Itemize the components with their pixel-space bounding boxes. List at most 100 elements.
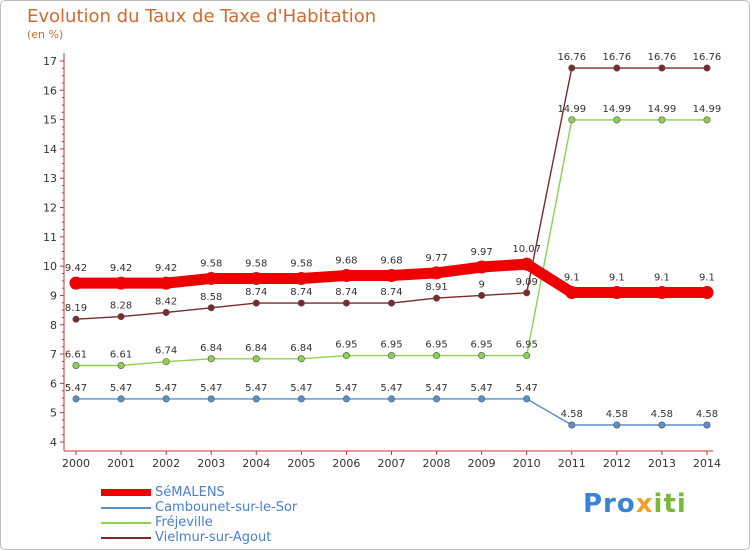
- data-point: [520, 257, 534, 271]
- data-point: [162, 358, 170, 366]
- data-point: [72, 395, 80, 403]
- x-tick-label: 2012: [603, 457, 631, 470]
- x-tick-label: 2010: [513, 457, 541, 470]
- data-label: 8.74: [290, 287, 312, 298]
- data-point: [433, 395, 441, 403]
- data-label: 16.76: [693, 52, 722, 63]
- legend-label-vielmur: Vielmur-sur-Agout: [155, 530, 272, 545]
- data-point: [387, 352, 395, 360]
- data-label: 5.47: [425, 383, 447, 394]
- data-label: 6.95: [516, 340, 538, 351]
- data-point: [252, 299, 260, 307]
- y-tick-label: 5: [50, 407, 57, 420]
- data-point: [204, 271, 218, 285]
- data-label: 9.09: [516, 277, 538, 288]
- data-label: 10.07: [512, 244, 541, 255]
- data-point: [703, 64, 711, 72]
- data-point: [430, 266, 444, 280]
- data-point: [342, 299, 350, 307]
- x-tick-label: 2009: [468, 457, 496, 470]
- logo-part-1: Pro: [583, 489, 636, 519]
- data-label: 4.58: [561, 409, 583, 420]
- y-tick-label: 16: [43, 84, 57, 97]
- data-point: [117, 313, 125, 321]
- data-point: [523, 395, 531, 403]
- data-label: 5.47: [335, 383, 357, 394]
- data-label: 9: [478, 279, 484, 290]
- data-label: 4.58: [696, 409, 718, 420]
- x-tick-label: 2008: [423, 457, 451, 470]
- data-point: [159, 276, 173, 290]
- data-point: [72, 362, 80, 370]
- data-point: [568, 64, 576, 72]
- data-point: [162, 395, 170, 403]
- data-label: 8.42: [155, 296, 177, 307]
- y-tick-label: 17: [43, 55, 57, 68]
- data-point: [297, 299, 305, 307]
- proxiti-logo: Proxiti: [583, 489, 687, 519]
- data-point: [297, 395, 305, 403]
- data-point: [613, 116, 621, 124]
- data-label: 9.68: [335, 256, 357, 267]
- data-label: 14.99: [693, 104, 722, 115]
- y-tick-label: 4: [50, 436, 57, 449]
- data-label: 14.99: [603, 104, 632, 115]
- data-point: [162, 308, 170, 316]
- legend-label-frejeville: Fréjeville: [155, 515, 213, 530]
- data-label: 14.99: [648, 104, 677, 115]
- data-point: [613, 421, 621, 429]
- legend-label-semalens: SéMALENS: [155, 485, 225, 500]
- data-point: [700, 286, 714, 300]
- data-label: 6.84: [245, 343, 267, 354]
- x-tick-label: 2005: [287, 457, 315, 470]
- legend-swatch-semalens: [101, 489, 151, 496]
- data-label: 9.42: [65, 263, 87, 274]
- x-tick-label: 2007: [377, 457, 405, 470]
- data-label: 9.58: [200, 258, 222, 269]
- data-point: [703, 421, 711, 429]
- data-point: [117, 395, 125, 403]
- data-label: 5.47: [380, 383, 402, 394]
- data-label: 4.58: [651, 409, 673, 420]
- data-point: [72, 315, 80, 323]
- y-tick-label: 10: [43, 260, 57, 273]
- x-tick-label: 2003: [197, 457, 225, 470]
- data-label: 6.61: [110, 350, 132, 361]
- data-point: [342, 395, 350, 403]
- data-point: [523, 289, 531, 297]
- data-point: [478, 291, 486, 299]
- chart-title: Evolution du Taux de Taxe d'Habitation: [27, 6, 377, 27]
- data-point: [339, 269, 353, 283]
- data-label: 6.84: [200, 343, 222, 354]
- data-label: 16.76: [603, 52, 632, 63]
- data-point: [568, 116, 576, 124]
- data-label: 5.47: [110, 383, 132, 394]
- legend-label-cambounet: Cambounet-sur-le-Sor: [155, 500, 298, 515]
- data-label: 5.47: [516, 383, 538, 394]
- data-label: 8.74: [335, 287, 357, 298]
- data-label: 9.58: [245, 258, 267, 269]
- y-tick-label: 9: [50, 289, 57, 302]
- series-line-2: [75, 119, 708, 367]
- data-point: [342, 352, 350, 360]
- x-tick-label: 2011: [558, 457, 586, 470]
- data-point: [297, 355, 305, 363]
- data-label: 9.58: [290, 258, 312, 269]
- data-point: [568, 421, 576, 429]
- data-label: 6.84: [290, 343, 312, 354]
- data-label: 6.95: [470, 340, 492, 351]
- data-label: 4.58: [606, 409, 628, 420]
- data-label: 8.74: [380, 287, 402, 298]
- logo-part-2: x: [635, 489, 654, 519]
- data-point: [658, 64, 666, 72]
- data-label: 8.19: [65, 303, 87, 314]
- data-point: [658, 116, 666, 124]
- data-point: [387, 395, 395, 403]
- legend-swatch-vielmur: [101, 537, 151, 539]
- legend-swatch-frejeville: [101, 522, 151, 524]
- data-label: 9.42: [110, 263, 132, 274]
- data-point: [387, 299, 395, 307]
- x-tick-label: 2013: [648, 457, 676, 470]
- data-label: 9.1: [654, 273, 670, 284]
- data-point: [207, 395, 215, 403]
